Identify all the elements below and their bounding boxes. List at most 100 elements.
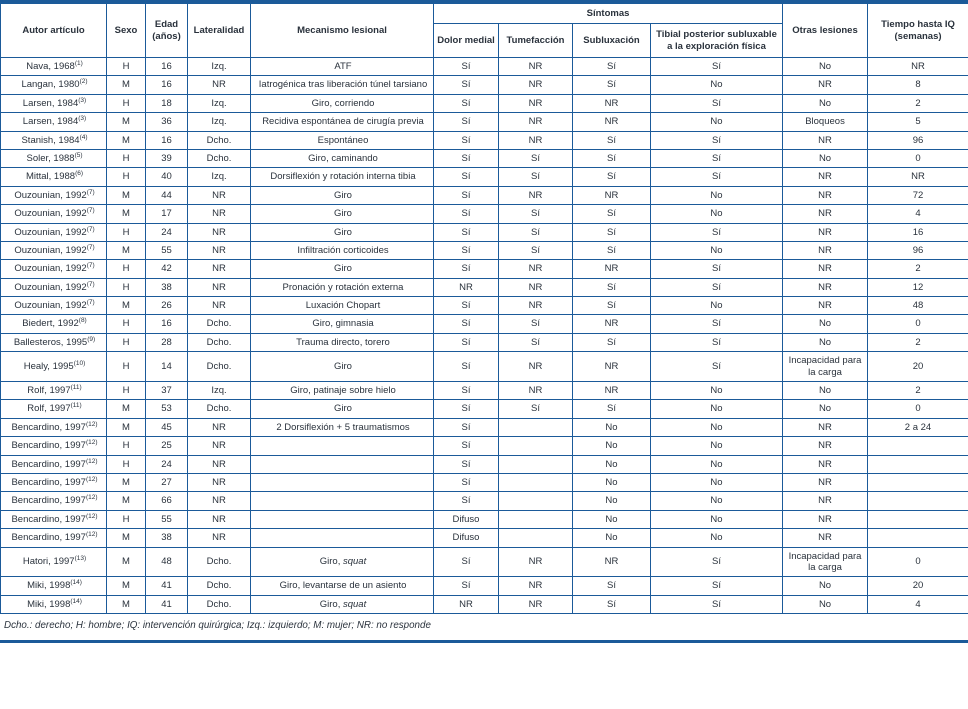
table-cell: Sí [498,204,573,224]
table-row: Ouzounian, 1992(7) H 38 NR Pronación y rotac… [0,277,968,298]
table-cell: NR [498,351,573,383]
table-cell: Trauma directo, torero [250,332,434,353]
table-cell: No [782,399,869,419]
table-cell: No [782,332,869,353]
table-cell: H [106,436,146,456]
table-cell [498,417,573,438]
table-cell: NR [498,277,573,298]
table-cell: Sí [649,56,784,77]
table-cell: Giro [250,185,434,206]
reference-superscript: (12) [85,420,98,428]
table-cell: 44 [145,185,188,206]
table-cell: NR [187,259,251,279]
table-cell [498,454,573,474]
table-cell: Sí [572,594,651,615]
table-cell: NR [498,576,573,596]
table-cell: 42 [145,259,188,279]
table-cell: No [782,314,869,334]
table-cell: H [106,148,146,169]
table-cell: Sí [433,454,499,474]
header-sintomas-group: Síntomas [432,3,784,24]
table-cell: Izq. [187,56,251,77]
table-cell: NR [187,528,251,548]
reference-superscript: (7) [86,262,95,270]
table-cell: NR [572,381,651,401]
author-cell: Healy, 1995(10) [0,351,107,383]
table-cell: NR [187,417,251,438]
table-cell: Sí [433,112,499,132]
table-cell: No [649,454,784,474]
table-cell: NR [498,381,573,401]
table-cell: 36 [145,112,188,132]
table-cell: Sí [498,167,573,187]
table-cell: No [649,509,784,530]
reference-superscript: (12) [85,512,98,520]
table-cell: Sí [649,314,784,334]
table-cell: Sí [433,399,499,419]
table-cell: M [106,546,146,578]
header-lateralidad: Lateralidad [187,3,251,58]
table-cell: 0 [867,399,968,419]
table-cell: Sí [572,56,651,77]
author-cell: Bencardino, 1997(12) [0,509,107,530]
table-cell: Sí [433,546,499,578]
table-row: Ouzounian, 1992(7) H 24 NR Giro Sí Sí Sí Sí NR 16 [0,222,968,242]
author-cell: Bencardino, 1997(12) [0,472,107,493]
table-cell: 0 [867,314,968,334]
author-cell: Ouzounian, 1992(7) [0,259,107,279]
table-cell: 39 [145,148,188,169]
table-cell: 4 [867,204,968,224]
table-row: Ouzounian, 1992(7) M 26 NR Luxación Chopart S… [0,296,968,316]
table-cell [867,528,968,548]
table-cell: Sí [433,130,499,150]
table-cell [867,509,968,530]
table-cell: 48 [867,296,968,316]
author-cell: Hatori, 1997(13) [0,546,107,578]
table-cell: Sí [433,351,499,383]
table-cell: NR [498,112,573,132]
author-cell: Nava, 1968(1) [0,56,107,77]
table-body: Nava, 1968(1) H 16 Izq. ATF Sí NR Sí Sí No NR Langa… [0,56,968,615]
table-cell: M [106,296,146,316]
author-cell: Bencardino, 1997(12) [0,491,107,511]
table-cell: 72 [867,185,968,206]
reference-superscript: (12) [85,494,98,502]
table-cell: No [782,56,869,77]
table-cell: Sí [498,240,573,261]
table-cell: Difuso [433,528,499,548]
table-cell [498,528,573,548]
reference-superscript: (12) [85,439,98,447]
table-cell [250,509,434,530]
table-row: Rolf, 1997(11) M 53 Dcho. Giro Sí Sí Sí No No 0 [0,399,968,419]
table-cell: H [106,351,146,383]
table-cell: Sí [433,56,499,77]
table-cell: Sí [433,259,499,279]
table-row: Larsen, 1984(3) M 36 Izq. Recidiva espontáne… [0,112,968,132]
table-cell: NR [782,204,869,224]
author-cell: Rolf, 1997(11) [0,399,107,419]
table-cell: No [782,576,869,596]
table-cell: 37 [145,381,188,401]
table-cell: 12 [867,277,968,298]
table-cell: NR [433,594,499,615]
table-cell: Giro, gimnasia [250,314,434,334]
table-cell: Sí [433,296,499,316]
reference-superscript: (4) [79,133,88,141]
table-cell: Sí [498,314,573,334]
author-cell: Larsen, 1984(3) [0,112,107,132]
reference-superscript: (7) [86,280,95,288]
table-row: Stanish, 1984(4) M 16 Dcho. Espontáneo Sí NR Sí… [0,130,968,150]
table-cell: M [106,594,146,615]
table-cell: H [106,167,146,187]
table-cell: NR [572,259,651,279]
header-otras-lesiones: Otras lesiones [782,3,869,58]
table-cell: 5 [867,112,968,132]
table-cell: NR [782,417,869,438]
table-cell: NR [782,130,869,150]
table-row: Ouzounian, 1992(7) M 44 NR Giro Sí NR NR No NR 72 [0,185,968,206]
table-cell: ATF [250,56,434,77]
table-cell: Sí [433,204,499,224]
table-cell: 18 [145,93,188,114]
table-cell: NR [782,185,869,206]
table-cell: Sí [572,399,651,419]
